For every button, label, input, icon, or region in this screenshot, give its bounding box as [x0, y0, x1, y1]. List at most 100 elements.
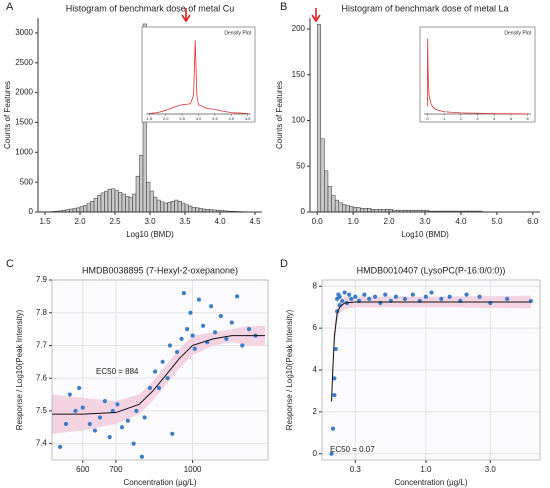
chart-title: Histogram of benchmark dose of metal Cu: [66, 3, 235, 13]
y-tick-label: 1000: [15, 147, 33, 156]
point: [80, 405, 85, 410]
point: [209, 304, 214, 309]
point: [188, 310, 193, 315]
point: [235, 294, 240, 299]
point: [349, 296, 354, 301]
bar: [195, 207, 200, 213]
chart-title: HMDB0010407 (LysoPC(P-16:0/0:0)): [357, 265, 506, 275]
bar: [345, 205, 350, 213]
bar: [349, 206, 354, 213]
point: [167, 343, 173, 348]
point: [115, 402, 120, 407]
bar: [184, 204, 189, 213]
bar: [139, 155, 144, 213]
x-axis-label: Log10 (BMD): [126, 230, 174, 239]
point: [73, 408, 78, 414]
x-tick-label: 3.0: [485, 465, 497, 474]
inset-x-tick-label: 0: [426, 116, 429, 121]
plot-frame: [321, 279, 541, 461]
inset-x-tick-label: 1: [443, 116, 446, 121]
y-axis-label: Counts of Features: [275, 81, 284, 149]
bar: [104, 190, 109, 213]
x-tick-label: 600: [76, 465, 90, 474]
x-tick-label: 3.5: [179, 217, 191, 226]
inset-density-line: [426, 38, 528, 115]
bar: [191, 206, 196, 213]
x-tick-label: 1.5: [39, 217, 51, 226]
point: [196, 297, 202, 302]
inset-x-tick-label: 3.5: [212, 116, 218, 121]
point: [218, 313, 223, 319]
point: [372, 294, 378, 299]
y-tick-label: 100: [292, 116, 306, 125]
chart-title: HMDB0038895 (7-Hexyl-2-oxepanone): [82, 265, 238, 275]
y-tick-label: 4: [313, 365, 318, 374]
point: [402, 296, 408, 301]
annotation: EC50 = 884: [96, 367, 139, 376]
point: [329, 451, 334, 456]
y-tick-label: 7.9: [36, 275, 48, 284]
point: [332, 393, 337, 398]
point: [505, 296, 510, 301]
point: [332, 376, 337, 381]
point: [139, 454, 145, 459]
point: [477, 294, 482, 299]
point: [447, 294, 452, 299]
inset-frame: [419, 26, 536, 123]
y-tick-label: 1500: [15, 118, 33, 127]
bar: [170, 201, 175, 213]
bar: [334, 199, 339, 213]
point: [156, 385, 162, 391]
y-tick-label: 2: [313, 407, 318, 416]
inset-x-tick-label: 4.0: [229, 116, 235, 121]
panel-label: C: [6, 258, 14, 270]
point: [240, 343, 245, 348]
x-tick-label: 4.5: [249, 217, 261, 226]
point: [125, 418, 130, 423]
y-tick-label: 200: [292, 24, 306, 33]
point: [77, 385, 82, 391]
x-tick-label: 1000: [184, 465, 202, 474]
x-tick-label: 2.0: [74, 217, 86, 226]
point: [153, 369, 158, 374]
bar: [121, 193, 126, 213]
x-tick-label: 2.0: [384, 217, 396, 226]
inset-x-tick-label: 2.5: [179, 116, 185, 121]
point: [170, 431, 175, 436]
y-tick-label: 7.6: [36, 373, 48, 382]
x-tick-label: 1.0: [348, 217, 360, 226]
panel-label: D: [280, 258, 288, 270]
point: [439, 296, 444, 301]
inset-density-line: [149, 40, 248, 114]
y-tick-label: 0: [301, 207, 306, 216]
bar: [174, 199, 179, 213]
bar: [316, 24, 322, 213]
point: [67, 392, 72, 397]
bar: [324, 170, 329, 213]
point: [110, 408, 115, 414]
bar: [135, 175, 140, 213]
bar: [153, 196, 158, 213]
panel-label: B: [280, 1, 287, 13]
bar: [76, 207, 81, 213]
y-tick-label: 7.5: [36, 406, 48, 415]
point: [160, 359, 165, 364]
x-axis-label: Concentration (µg/L): [394, 478, 467, 487]
arrow: [181, 8, 191, 23]
point: [190, 333, 195, 338]
point: [147, 385, 153, 391]
bar: [177, 201, 182, 213]
point: [134, 408, 139, 414]
point: [58, 444, 63, 450]
inset-x-tick-label: 1.5: [147, 116, 153, 121]
x-tick-label: 4.0: [214, 217, 226, 226]
x-tick-label: 1.0: [420, 465, 432, 474]
arrow: [311, 8, 321, 23]
plot-frame: [51, 279, 269, 461]
bar: [342, 204, 347, 213]
bar: [128, 196, 133, 213]
point: [333, 346, 338, 352]
point: [362, 292, 367, 297]
